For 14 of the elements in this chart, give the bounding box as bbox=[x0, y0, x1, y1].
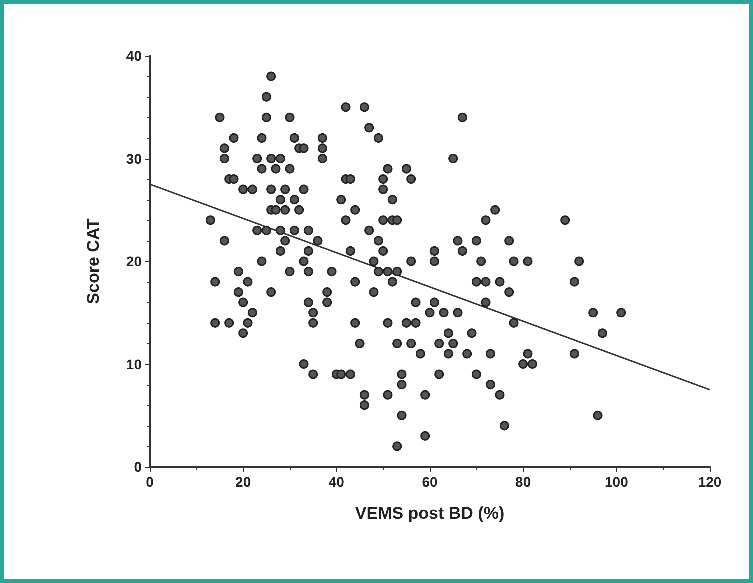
y-tick-label: 40 bbox=[126, 48, 142, 64]
y-tick-label: 0 bbox=[134, 459, 142, 475]
y-tick-label: 20 bbox=[126, 254, 142, 270]
x-tick-label: 40 bbox=[328, 474, 345, 490]
x-tick-label: 120 bbox=[698, 474, 722, 490]
x-axis-title: VEMS post BD (%) bbox=[355, 504, 505, 523]
y-axis-title: Score CAT bbox=[84, 218, 103, 304]
x-tick-label: 100 bbox=[604, 474, 629, 490]
y-tick-label: 10 bbox=[126, 356, 142, 372]
x-tick-label: 60 bbox=[422, 474, 438, 490]
y-tick-label: 30 bbox=[126, 150, 142, 167]
x-tick-label: 80 bbox=[516, 474, 532, 490]
x-tick-label: 0 bbox=[146, 474, 154, 490]
x-tick-label: 20 bbox=[236, 474, 252, 490]
